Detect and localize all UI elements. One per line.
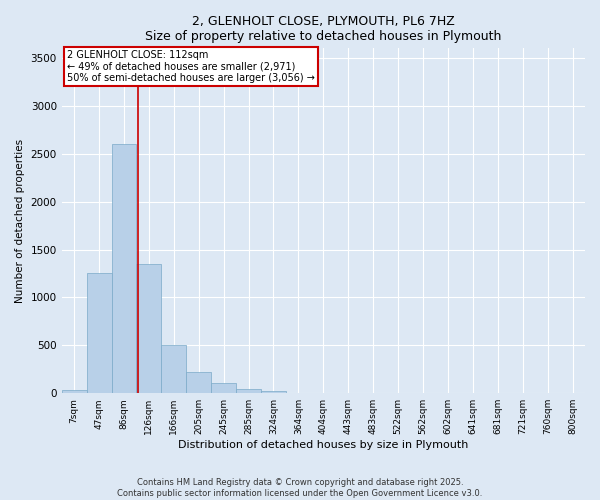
Text: 2 GLENHOLT CLOSE: 112sqm
← 49% of detached houses are smaller (2,971)
50% of sem: 2 GLENHOLT CLOSE: 112sqm ← 49% of detach… xyxy=(67,50,315,84)
Text: Contains HM Land Registry data © Crown copyright and database right 2025.
Contai: Contains HM Land Registry data © Crown c… xyxy=(118,478,482,498)
Bar xyxy=(186,372,211,393)
Bar xyxy=(86,274,112,393)
Bar xyxy=(261,392,286,393)
Bar xyxy=(161,346,186,393)
Title: 2, GLENHOLT CLOSE, PLYMOUTH, PL6 7HZ
Size of property relative to detached house: 2, GLENHOLT CLOSE, PLYMOUTH, PL6 7HZ Siz… xyxy=(145,15,502,43)
Y-axis label: Number of detached properties: Number of detached properties xyxy=(15,138,25,303)
Bar xyxy=(211,382,236,393)
Bar xyxy=(112,144,136,393)
Bar xyxy=(62,390,86,393)
Bar xyxy=(136,264,161,393)
Bar xyxy=(236,389,261,393)
X-axis label: Distribution of detached houses by size in Plymouth: Distribution of detached houses by size … xyxy=(178,440,469,450)
